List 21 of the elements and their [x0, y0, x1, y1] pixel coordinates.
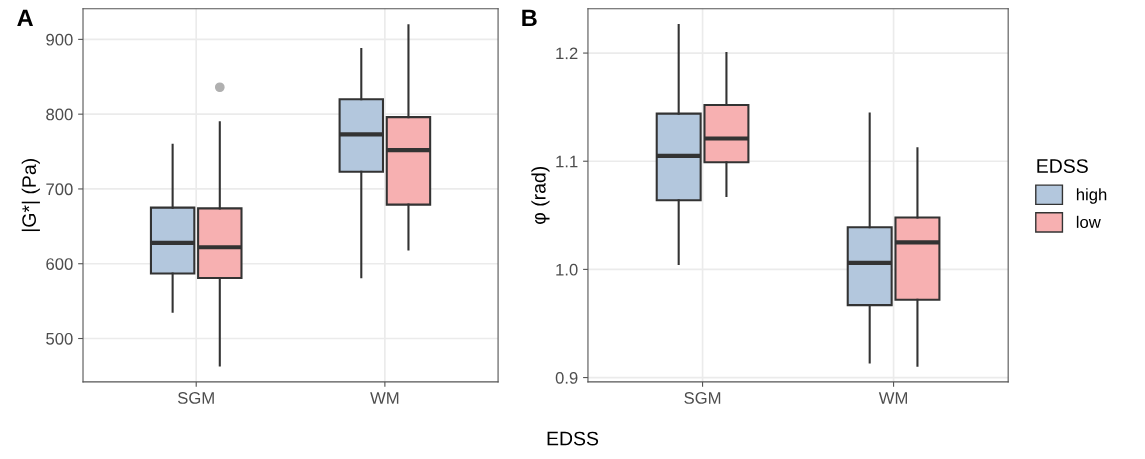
y-tick-label: 1.0	[556, 263, 578, 276]
x-tick-label: WM	[878, 392, 908, 404]
y-axis-title: |G*| (Pa)	[21, 159, 40, 232]
y-tick-label: 700	[46, 183, 73, 196]
y-tick-label: 600	[46, 258, 73, 270]
chart-title: A	[17, 9, 34, 27]
x-axis-title: EDSS	[547, 431, 599, 446]
y-tick-label: 900	[46, 33, 73, 46]
legend-label: low	[1076, 215, 1101, 229]
y-tick-label: 0.9	[555, 371, 578, 384]
x-tick-label: WM	[370, 392, 399, 404]
y-tick-label: 800	[46, 108, 73, 121]
chart-title: B	[522, 9, 537, 27]
y-axis-title: φ (rad)	[531, 166, 550, 225]
legend-label: high	[1076, 188, 1107, 204]
y-tick-label: 1.1	[556, 155, 578, 168]
x-tick-label: SGM	[177, 392, 214, 404]
y-tick-label: 1.2	[556, 47, 578, 60]
legend-title: EDSS	[1037, 159, 1088, 173]
x-tick-label: SGM	[684, 392, 721, 404]
y-tick-label: 500	[46, 332, 73, 345]
